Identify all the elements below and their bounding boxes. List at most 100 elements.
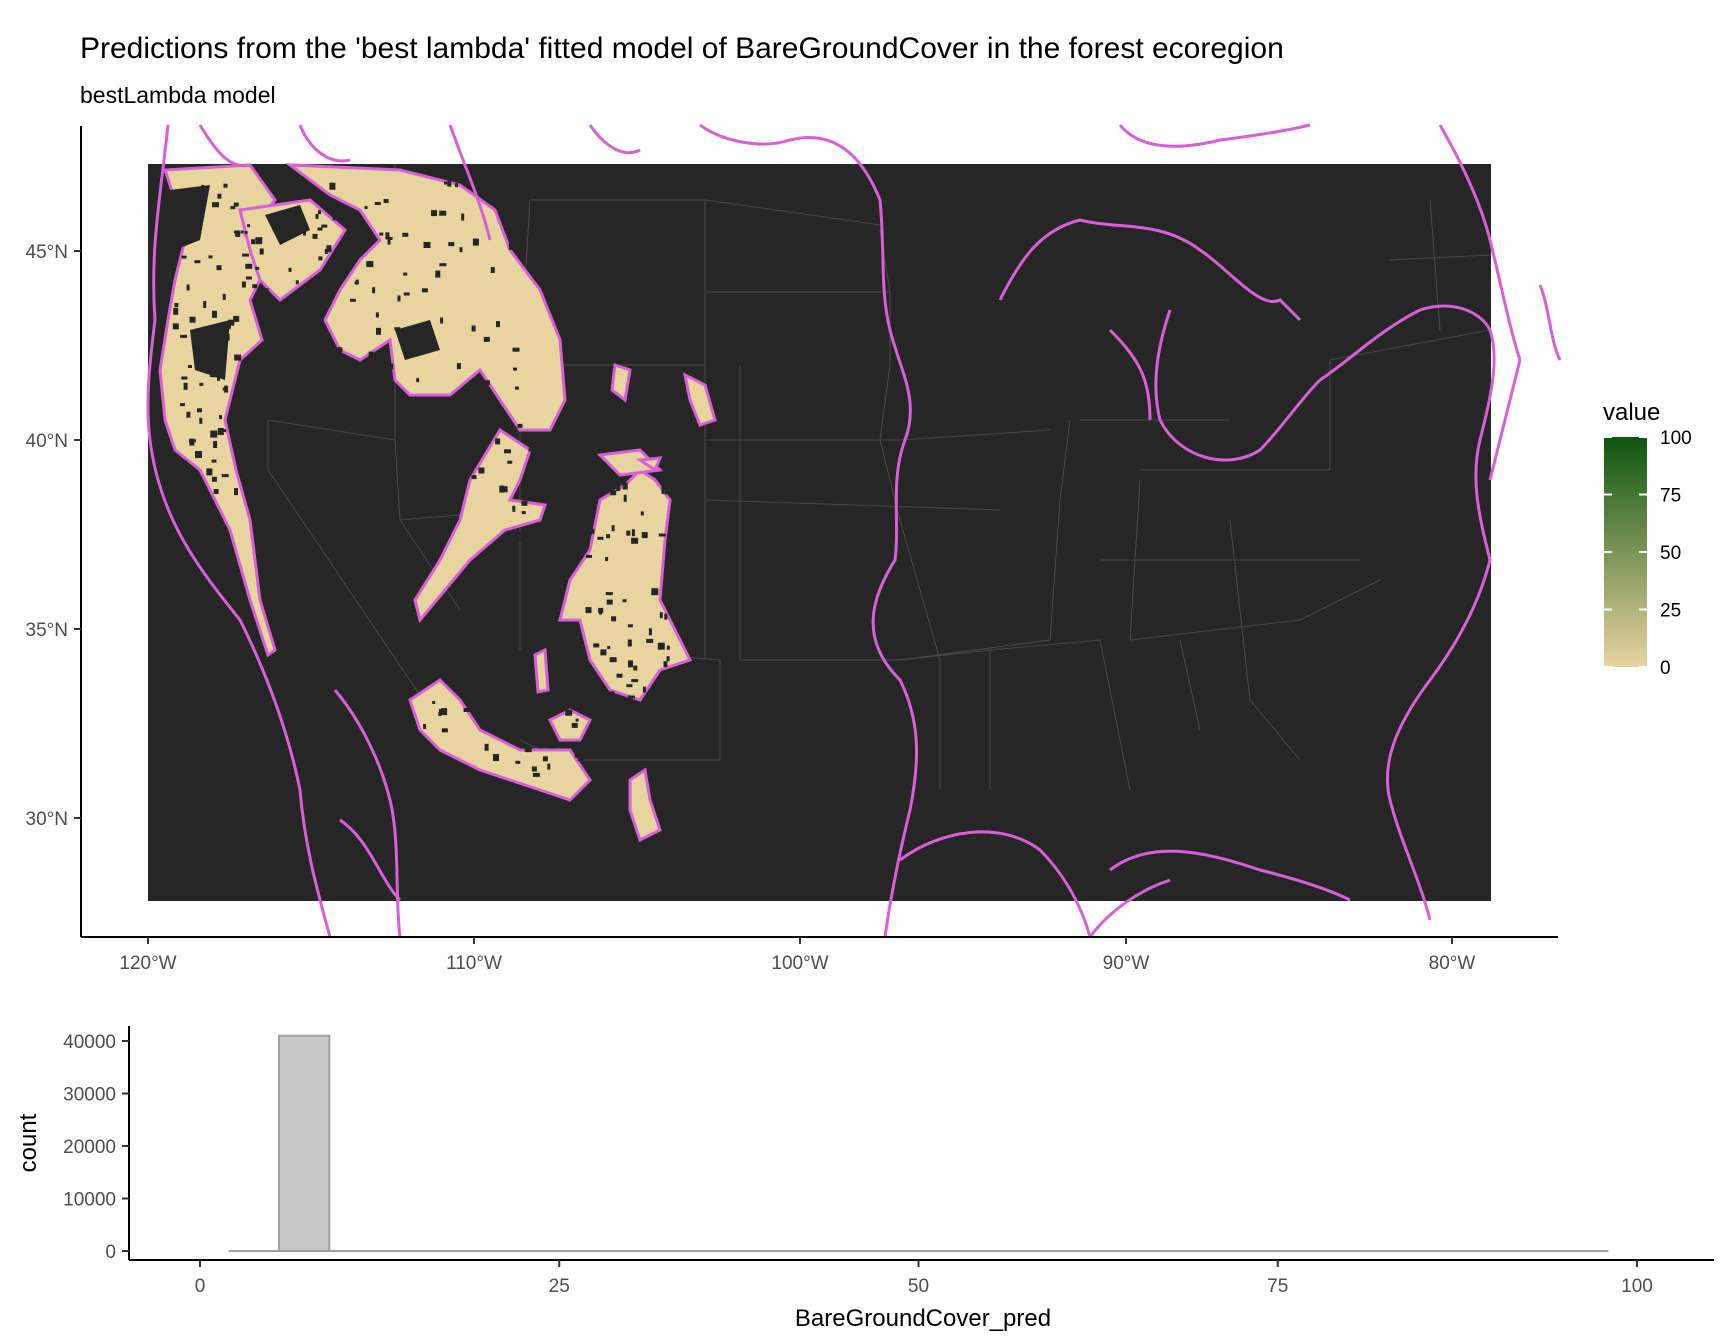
speckle (439, 263, 447, 267)
speckle (237, 422, 242, 426)
legend-tick-label: 50 (1660, 543, 1681, 564)
speckle (648, 628, 652, 636)
speckle (623, 494, 627, 502)
speckle (463, 708, 471, 712)
speckle (528, 448, 532, 452)
prediction-patch (238, 198, 347, 302)
speckle (609, 691, 615, 695)
speckle (616, 484, 621, 491)
speckle (512, 505, 516, 512)
speckle (364, 206, 368, 209)
speckle (352, 379, 357, 386)
speckle (664, 490, 671, 495)
map-x-ticks: 120°W 110°W 100°W 90°W 80°W (119, 937, 1475, 974)
speckle (354, 281, 358, 285)
speckle (571, 722, 578, 728)
speckle (259, 248, 264, 255)
state-boundary (1329, 329, 1491, 470)
hist-x-tick-label: 75 (1267, 1276, 1288, 1297)
chart-title: Predictions from the 'best lambda' fitte… (80, 32, 1284, 65)
speckle (440, 317, 444, 324)
map-y-tick-label: 40°N (26, 431, 68, 452)
speckle (185, 529, 190, 534)
speckle (421, 288, 428, 293)
speckle (509, 559, 514, 563)
speckle (627, 624, 633, 628)
speckle (496, 321, 500, 328)
speckle (513, 367, 517, 371)
speckle (673, 560, 680, 568)
prediction-speckles (170, 180, 682, 791)
speckle (641, 532, 648, 539)
speckle (495, 567, 499, 571)
speckle (180, 334, 188, 338)
speckle (546, 691, 553, 697)
speckle (484, 380, 490, 386)
state-boundary (267, 419, 396, 441)
speckle (497, 700, 503, 707)
histogram-panel: 0 25 50 75 100 0 10000 20000 30000 40000 BareGro… (15, 1026, 1714, 1332)
speckle (217, 428, 224, 435)
speckle (385, 232, 390, 240)
speckle (212, 310, 217, 318)
speckle (288, 267, 292, 272)
speckle (233, 315, 240, 322)
coastline-outline (146, 123, 1562, 938)
speckle (387, 236, 393, 240)
map-x-tick-label: 100°W (771, 953, 828, 974)
speckle (461, 213, 465, 221)
speckle (368, 351, 374, 357)
speckle (497, 690, 501, 698)
state-boundary (704, 499, 1001, 511)
speckle (213, 441, 218, 448)
speckle (170, 230, 177, 237)
speckle (374, 202, 381, 205)
state-boundary (267, 420, 441, 726)
state-boundary (1429, 199, 1441, 331)
hist-x-tick-label: 25 (549, 1276, 570, 1297)
legend-tick-label: 25 (1660, 601, 1681, 622)
speckle (665, 582, 670, 586)
speckle (194, 260, 201, 264)
speckle (517, 423, 523, 428)
speckle (510, 568, 514, 575)
prediction-patch (635, 456, 663, 473)
speckle (216, 265, 222, 271)
speckle (403, 272, 408, 276)
speckle (504, 449, 511, 454)
speckle (444, 181, 447, 185)
speckle (376, 327, 381, 335)
speckle (448, 242, 455, 247)
speckle (317, 227, 323, 231)
speckle (199, 417, 203, 424)
speckle (521, 511, 526, 515)
speckle (616, 673, 623, 678)
speckle (657, 642, 665, 650)
speckle (403, 292, 410, 296)
speckle (230, 206, 236, 210)
speckle (622, 482, 628, 490)
speckle (332, 215, 337, 221)
speckle (350, 378, 354, 384)
speckle (459, 247, 463, 253)
speckle (379, 232, 384, 236)
speckle (605, 557, 609, 561)
legend-tick-label: 100 (1660, 428, 1692, 449)
speckle (486, 568, 493, 576)
speckle (508, 243, 516, 250)
state-boundary (705, 291, 901, 521)
prediction-patch (408, 678, 592, 802)
speckle (441, 708, 448, 716)
speckle (324, 248, 328, 254)
speckle (239, 442, 245, 450)
speckle (471, 325, 476, 332)
speckle (542, 756, 548, 762)
prediction-gap (190, 320, 230, 380)
speckle (263, 292, 269, 297)
prediction-patch (558, 468, 693, 702)
speckle (372, 287, 376, 294)
speckle (222, 531, 229, 539)
speckle (455, 183, 458, 188)
speckle (173, 307, 179, 315)
speckle (213, 523, 221, 529)
